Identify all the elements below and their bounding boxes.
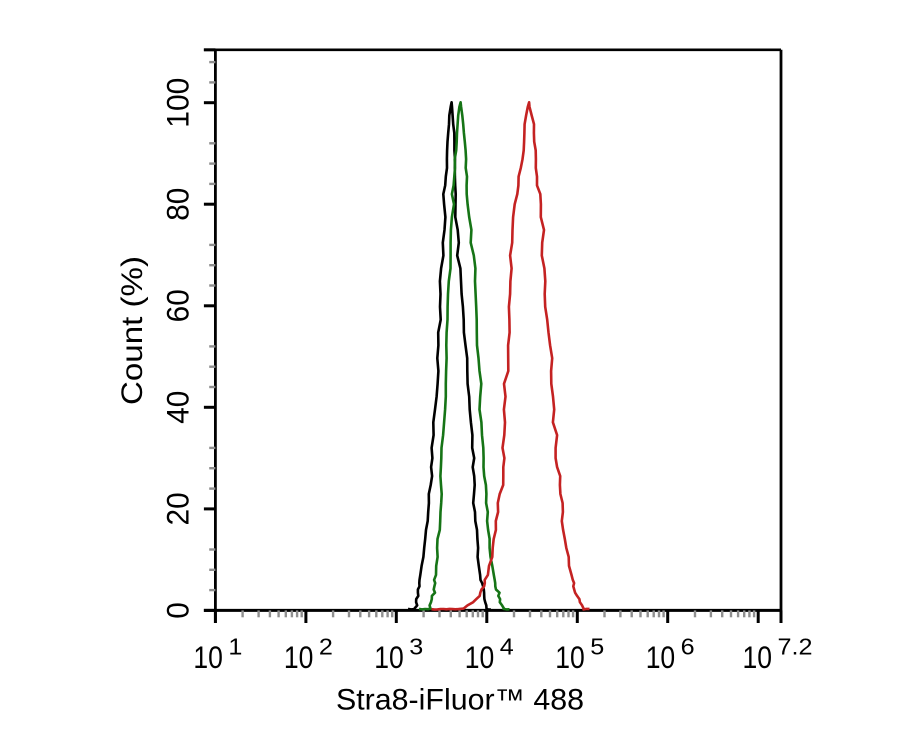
svg-text:40: 40 <box>160 391 196 424</box>
svg-text:101: 10 1 <box>193 634 242 675</box>
svg-text:20: 20 <box>160 492 196 525</box>
svg-text:107.2: 10 7.2 <box>743 634 813 675</box>
svg-text:106: 10 6 <box>646 634 695 675</box>
svg-text:0: 0 <box>160 602 196 619</box>
svg-text:Count (%): Count (%) <box>116 256 149 405</box>
svg-text:103: 10 3 <box>374 634 423 675</box>
svg-text:100: 100 <box>160 78 196 128</box>
svg-text:102: 10 2 <box>284 634 333 675</box>
svg-text:105: 10 5 <box>555 634 604 675</box>
svg-text:Stra8-iFluor™ 488: Stra8-iFluor™ 488 <box>336 684 584 717</box>
svg-text:60: 60 <box>160 289 196 322</box>
svg-text:80: 80 <box>160 188 196 221</box>
svg-text:104: 10 4 <box>465 634 514 675</box>
